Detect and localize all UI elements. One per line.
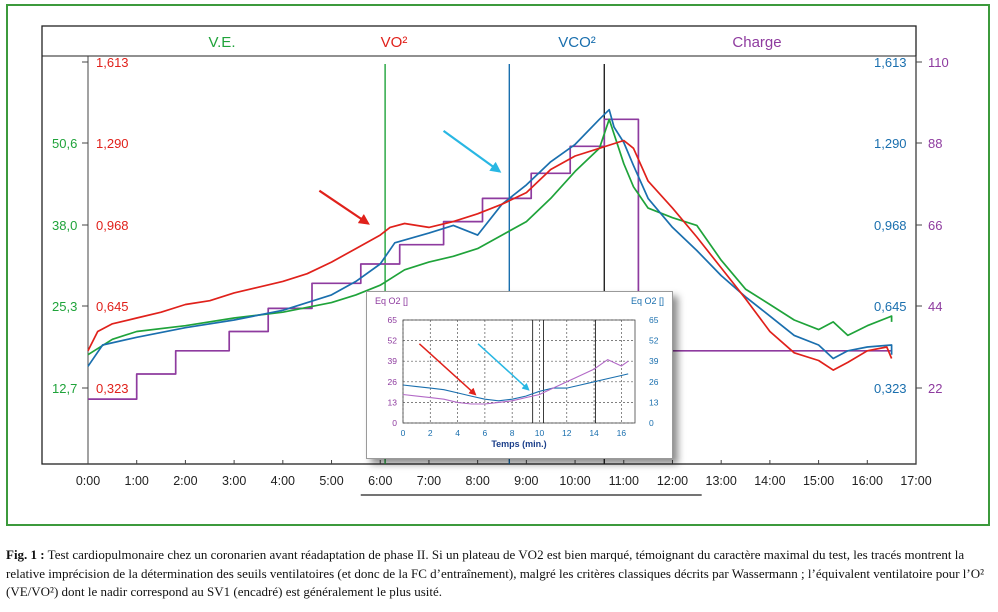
caption-label: Fig. 1 :	[6, 547, 45, 562]
inset-x-tick: 14	[589, 428, 599, 438]
charge-tick-label: 110	[928, 55, 949, 70]
vco2-tick-label: 0,968	[874, 218, 907, 233]
vco2-tick-label: 0,323	[874, 381, 907, 396]
caption-text: Test cardiopulmonaire chez un coronarien…	[6, 547, 985, 599]
header-charge: Charge	[732, 34, 781, 51]
vo2-tick-label: 1,613	[96, 55, 129, 70]
inset-y-tick-right: 13	[649, 397, 659, 407]
inset-series-inset_eqo2	[402, 373, 629, 402]
x-tick-label: 12:00	[657, 474, 688, 488]
ve-tick-label: 38,0	[52, 218, 77, 233]
vo2-tick-label: 0,645	[96, 299, 129, 314]
x-tick-label: 14:00	[754, 474, 785, 488]
vo2-tick-label: 1,290	[96, 136, 129, 151]
figure-caption: Fig. 1 : Test cardiopulmonaire chez un c…	[6, 546, 992, 602]
x-tick-label: 2:00	[173, 474, 197, 488]
x-tick-label: 17:00	[900, 474, 931, 488]
inset-y-tick-right: 39	[649, 356, 659, 366]
inset-series-inset_eqco2	[402, 358, 629, 405]
inset-y-tick-right: 0	[649, 418, 654, 428]
inset-y-tick-left: 52	[388, 336, 398, 346]
inset-y-tick-left: 26	[388, 377, 398, 387]
inset-y-tick-right: 65	[649, 315, 659, 325]
header-vco2: VCO²	[558, 34, 596, 51]
header-vo2: VO²	[381, 34, 408, 51]
inset-arrow-cyan	[477, 343, 530, 391]
x-tick-label: 8:00	[465, 474, 489, 488]
x-tick-label: 0:00	[76, 474, 100, 488]
x-tick-label: 4:00	[271, 474, 295, 488]
inset-y-tick-right: 26	[649, 377, 659, 387]
x-tick-label: 3:00	[222, 474, 246, 488]
inset-left-label: Eq O2 []	[375, 296, 408, 306]
inset-x-tick: 6	[483, 428, 488, 438]
ve-tick-label: 12,7	[52, 381, 77, 396]
annotation-arrow-cyan	[442, 129, 502, 173]
inset-right-label: Eq O2 []	[631, 296, 664, 306]
ve-tick-label: 50,6	[52, 136, 77, 151]
series-line-charge	[88, 118, 892, 400]
inset-plot-frame	[402, 319, 636, 424]
header-ve: V.E.	[209, 34, 236, 51]
charge-tick-label: 88	[928, 136, 942, 151]
vco2-tick-label: 0,645	[874, 299, 907, 314]
series-line-vo2	[87, 139, 893, 371]
x-tick-label: 7:00	[417, 474, 441, 488]
vo2-tick-label: 0,968	[96, 218, 129, 233]
x-tick-label: 15:00	[803, 474, 834, 488]
ve-tick-label: 25,3	[52, 299, 77, 314]
figure-frame: V.E. VO² VCO² Charge 0,323 0,645 0,968 1,290 1,6…	[6, 4, 990, 526]
inset-x-tick: 12	[562, 428, 572, 438]
x-tick-label: 5:00	[319, 474, 343, 488]
main-chart: V.E. VO² VCO² Charge 0,323 0,645 0,968 1,290 1,6…	[41, 25, 949, 496]
inset-x-tick: 4	[455, 428, 460, 438]
charge-tick-label: 44	[928, 299, 942, 314]
vco2-tick-label: 1,290	[874, 136, 907, 151]
series-line-vco2	[87, 108, 893, 367]
inset-y-tick-right: 52	[649, 336, 659, 346]
inset-arrow-red	[418, 343, 477, 396]
inset-y-tick-left: 0	[392, 418, 397, 428]
charge-tick-label: 66	[928, 218, 942, 233]
series-line-ve	[87, 118, 893, 356]
inset-y-tick-left: 13	[388, 397, 398, 407]
charge-tick-label: 22	[928, 381, 942, 396]
inset-x-tick: 2	[428, 428, 433, 438]
annotation-arrow-red	[318, 189, 370, 225]
inset-x-tick: 8	[510, 428, 515, 438]
x-tick-label: 11:00	[609, 474, 639, 488]
x-tick-label: 6:00	[368, 474, 392, 488]
inset-x-label: Temps (min.)	[491, 439, 546, 449]
inset-x-tick: 10	[535, 428, 545, 438]
x-tick-label: 9:00	[514, 474, 538, 488]
vo2-tick-label: 0,323	[96, 381, 129, 396]
inset-panel: Eq O2 [] Eq O2 [] 0 0 13 13 26 26 39 39 52 52 65 65 0 2…	[366, 291, 673, 459]
vco2-tick-label: 1,613	[874, 55, 907, 70]
x-tick-label: 10:00	[559, 474, 590, 488]
inset-x-tick: 16	[617, 428, 627, 438]
inset-y-tick-left: 39	[388, 356, 398, 366]
x-tick-label: 1:00	[125, 474, 149, 488]
inset-x-tick: 0	[401, 428, 406, 438]
x-tick-label: 13:00	[706, 474, 737, 488]
inset-y-tick-left: 65	[388, 315, 398, 325]
x-tick-label: 16:00	[852, 474, 883, 488]
